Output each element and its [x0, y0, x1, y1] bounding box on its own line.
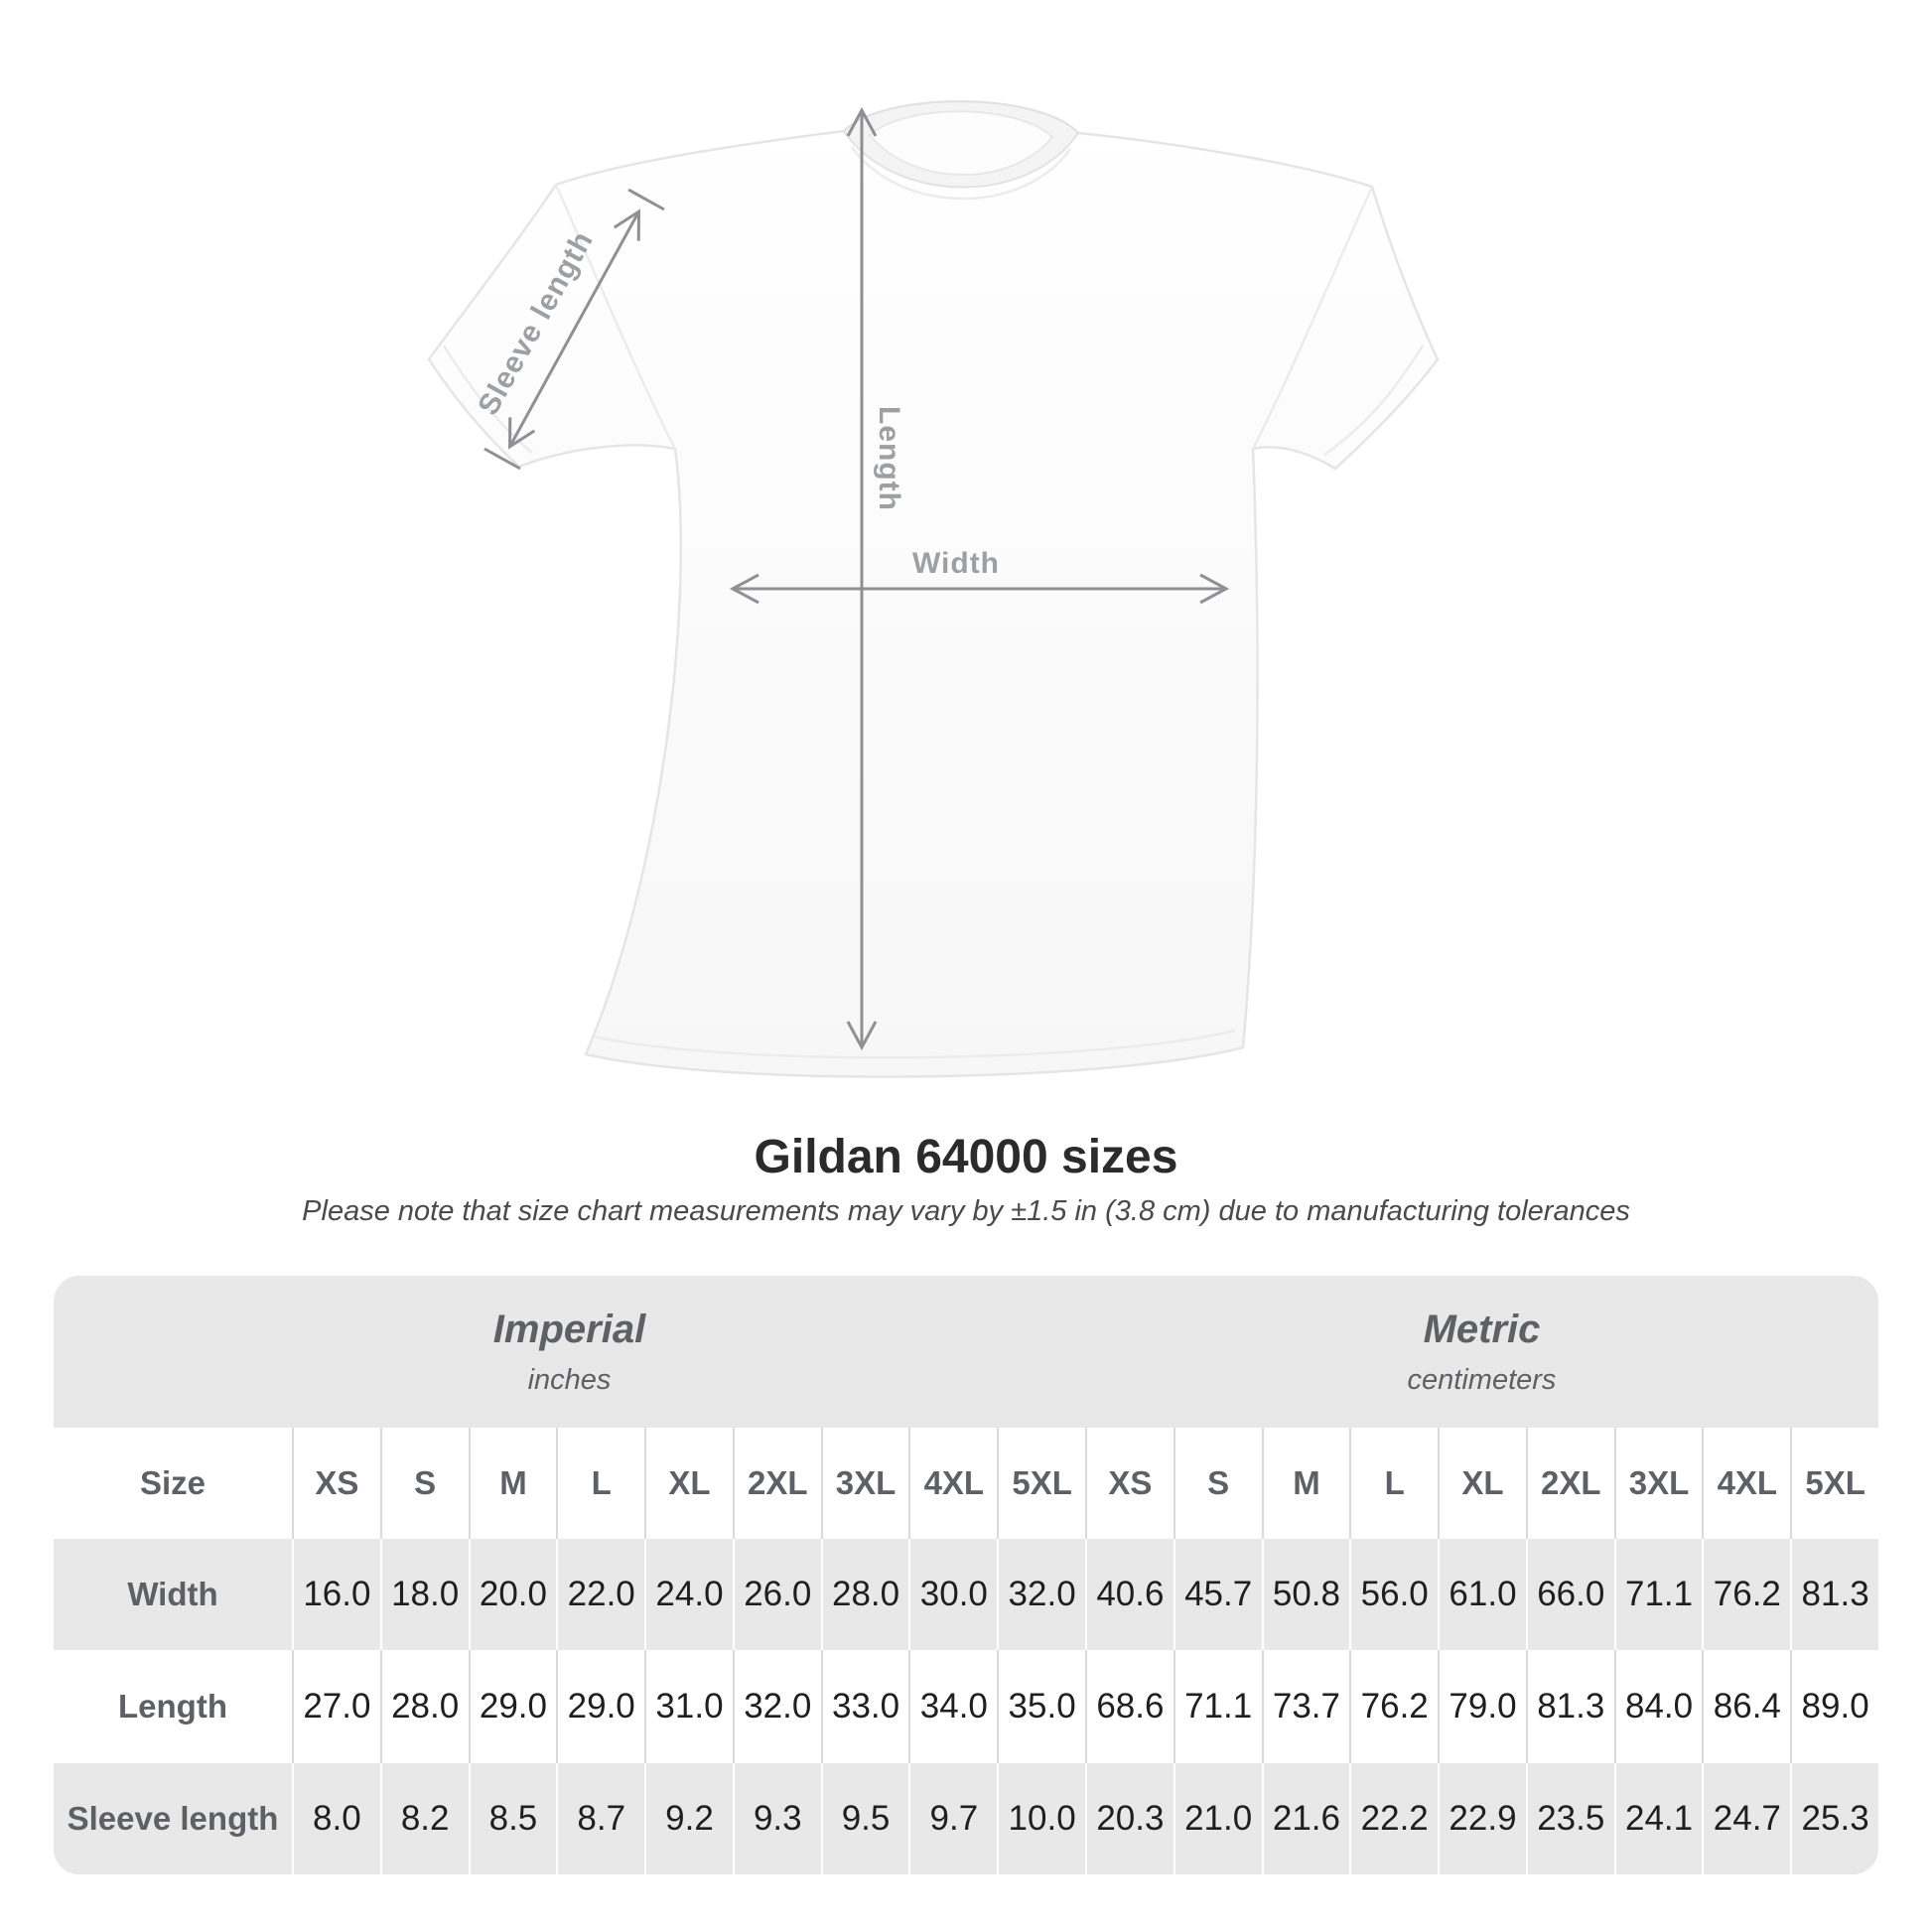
size-header-cell: 3XL	[1613, 1428, 1703, 1539]
measurement-cell: 66.0	[1525, 1539, 1614, 1650]
measurement-cell: 32.0	[732, 1650, 821, 1763]
measurement-cell: 71.1	[1173, 1650, 1262, 1763]
measurement-cell: 9.2	[644, 1763, 733, 1874]
measurement-cell: 71.1	[1613, 1539, 1703, 1650]
length-label: Length	[873, 406, 905, 511]
measurement-cell: 68.6	[1085, 1650, 1173, 1763]
size-header-cell: 2XL	[732, 1428, 821, 1539]
size-header-cell: M	[1261, 1428, 1350, 1539]
metric-group-header: Metric centimeters	[1085, 1276, 1878, 1428]
size-header-cell: 5XL	[1790, 1428, 1878, 1539]
measurement-cell: 76.2	[1702, 1539, 1791, 1650]
measurement-cell: 29.0	[468, 1650, 557, 1763]
measurement-cell: 34.0	[908, 1650, 998, 1763]
measurement-cell: 24.7	[1702, 1763, 1791, 1874]
size-header-cell: S	[1173, 1428, 1262, 1539]
tshirt-measurement-diagram: Sleeve length Length Width	[427, 100, 1440, 1078]
measurement-cell: 31.0	[644, 1650, 733, 1763]
measurement-cell: 10.0	[997, 1763, 1085, 1874]
sleeve-arrow-tick-bottom	[483, 447, 521, 471]
imperial-label: Imperial	[492, 1307, 646, 1351]
metric-label: Metric	[1423, 1307, 1541, 1351]
measurement-cell: 9.3	[732, 1763, 821, 1874]
measurement-cell: 20.0	[468, 1539, 557, 1650]
measurement-cell: 21.0	[1173, 1763, 1262, 1874]
measurement-cell: 21.6	[1261, 1763, 1350, 1874]
size-header-cell: L	[556, 1428, 645, 1539]
size-header-cell: 4XL	[908, 1428, 998, 1539]
measurement-cell: 84.0	[1613, 1650, 1703, 1763]
size-header-cell: XS	[1085, 1428, 1173, 1539]
measurement-cell: 86.4	[1702, 1650, 1791, 1763]
measurement-cell: 81.3	[1790, 1539, 1878, 1650]
size-header-cell: L	[1349, 1428, 1439, 1539]
measurement-cell: 18.0	[379, 1539, 469, 1650]
measurement-cell: 50.8	[1261, 1539, 1350, 1650]
measurement-cell: 61.0	[1438, 1539, 1526, 1650]
row-label-sleeve-length: Sleeve length	[54, 1763, 292, 1874]
measurement-cell: 89.0	[1790, 1650, 1878, 1763]
measurement-cell: 56.0	[1349, 1539, 1439, 1650]
measurement-cell: 30.0	[908, 1539, 998, 1650]
measurement-cell: 24.1	[1613, 1763, 1703, 1874]
sleeve-length-arrow	[507, 208, 641, 450]
page-title: Gildan 64000 sizes	[754, 1131, 1178, 1183]
measurement-cell: 45.7	[1173, 1539, 1262, 1650]
measurement-cell: 23.5	[1525, 1763, 1614, 1874]
measurement-cell: 28.0	[820, 1539, 909, 1650]
measurement-cell: 8.0	[292, 1763, 380, 1874]
measurement-cell: 24.0	[644, 1539, 733, 1650]
measurement-cell: 27.0	[292, 1650, 380, 1763]
measurement-cell: 25.3	[1790, 1763, 1878, 1874]
metric-unit: centimeters	[1407, 1363, 1557, 1396]
measurement-cell: 16.0	[292, 1539, 380, 1650]
size-header-cell: XL	[644, 1428, 733, 1539]
measurement-cell: 26.0	[732, 1539, 821, 1650]
measurement-arrows	[483, 106, 1230, 1051]
tshirt-collar-inner	[868, 110, 1054, 176]
size-header-cell: S	[379, 1428, 469, 1539]
measurement-cell: 33.0	[820, 1650, 909, 1763]
tolerance-note: Please note that size chart measurements…	[302, 1195, 1630, 1227]
measurement-cell: 8.7	[556, 1763, 645, 1874]
width-label: Width	[912, 547, 1000, 580]
sleeve-arrow-tick-top	[627, 188, 665, 211]
size-header-cell: 4XL	[1702, 1428, 1791, 1539]
size-header-cell: 3XL	[820, 1428, 909, 1539]
row-label-length: Length	[54, 1650, 292, 1763]
measurement-cell: 9.5	[820, 1763, 909, 1874]
measurement-cell: 32.0	[997, 1539, 1085, 1650]
measurement-cell: 28.0	[379, 1650, 469, 1763]
measurement-cell: 79.0	[1438, 1650, 1526, 1763]
measurement-cell: 9.7	[908, 1763, 998, 1874]
measurement-cell: 20.3	[1085, 1763, 1173, 1874]
measurement-cell: 22.0	[556, 1539, 645, 1650]
measurement-cell: 8.5	[468, 1763, 557, 1874]
measurement-cell: 40.6	[1085, 1539, 1173, 1650]
imperial-group-header: Imperial inches	[54, 1276, 1085, 1428]
measurement-cell: 22.9	[1438, 1763, 1526, 1874]
measurement-cell: 35.0	[997, 1650, 1085, 1763]
measurement-cell: 73.7	[1261, 1650, 1350, 1763]
row-label-width: Width	[54, 1539, 292, 1650]
size-header-cell: M	[468, 1428, 557, 1539]
size-header-cell: XL	[1438, 1428, 1526, 1539]
size-table: Imperial inches Metric centimeters Size …	[54, 1276, 1878, 1874]
measurement-cell: 22.2	[1349, 1763, 1439, 1874]
measurement-cell: 29.0	[556, 1650, 645, 1763]
tshirt-graphic: Sleeve length Length Width	[427, 100, 1440, 1078]
size-header-cell: 5XL	[997, 1428, 1085, 1539]
measurement-cell: 8.2	[379, 1763, 469, 1874]
size-header-cell: 2XL	[1525, 1428, 1614, 1539]
size-header-cell: XS	[292, 1428, 380, 1539]
measurement-cell: 81.3	[1525, 1650, 1614, 1763]
measurement-cell: 76.2	[1349, 1650, 1439, 1763]
imperial-unit: inches	[527, 1363, 612, 1396]
size-column-header: Size	[54, 1428, 292, 1539]
